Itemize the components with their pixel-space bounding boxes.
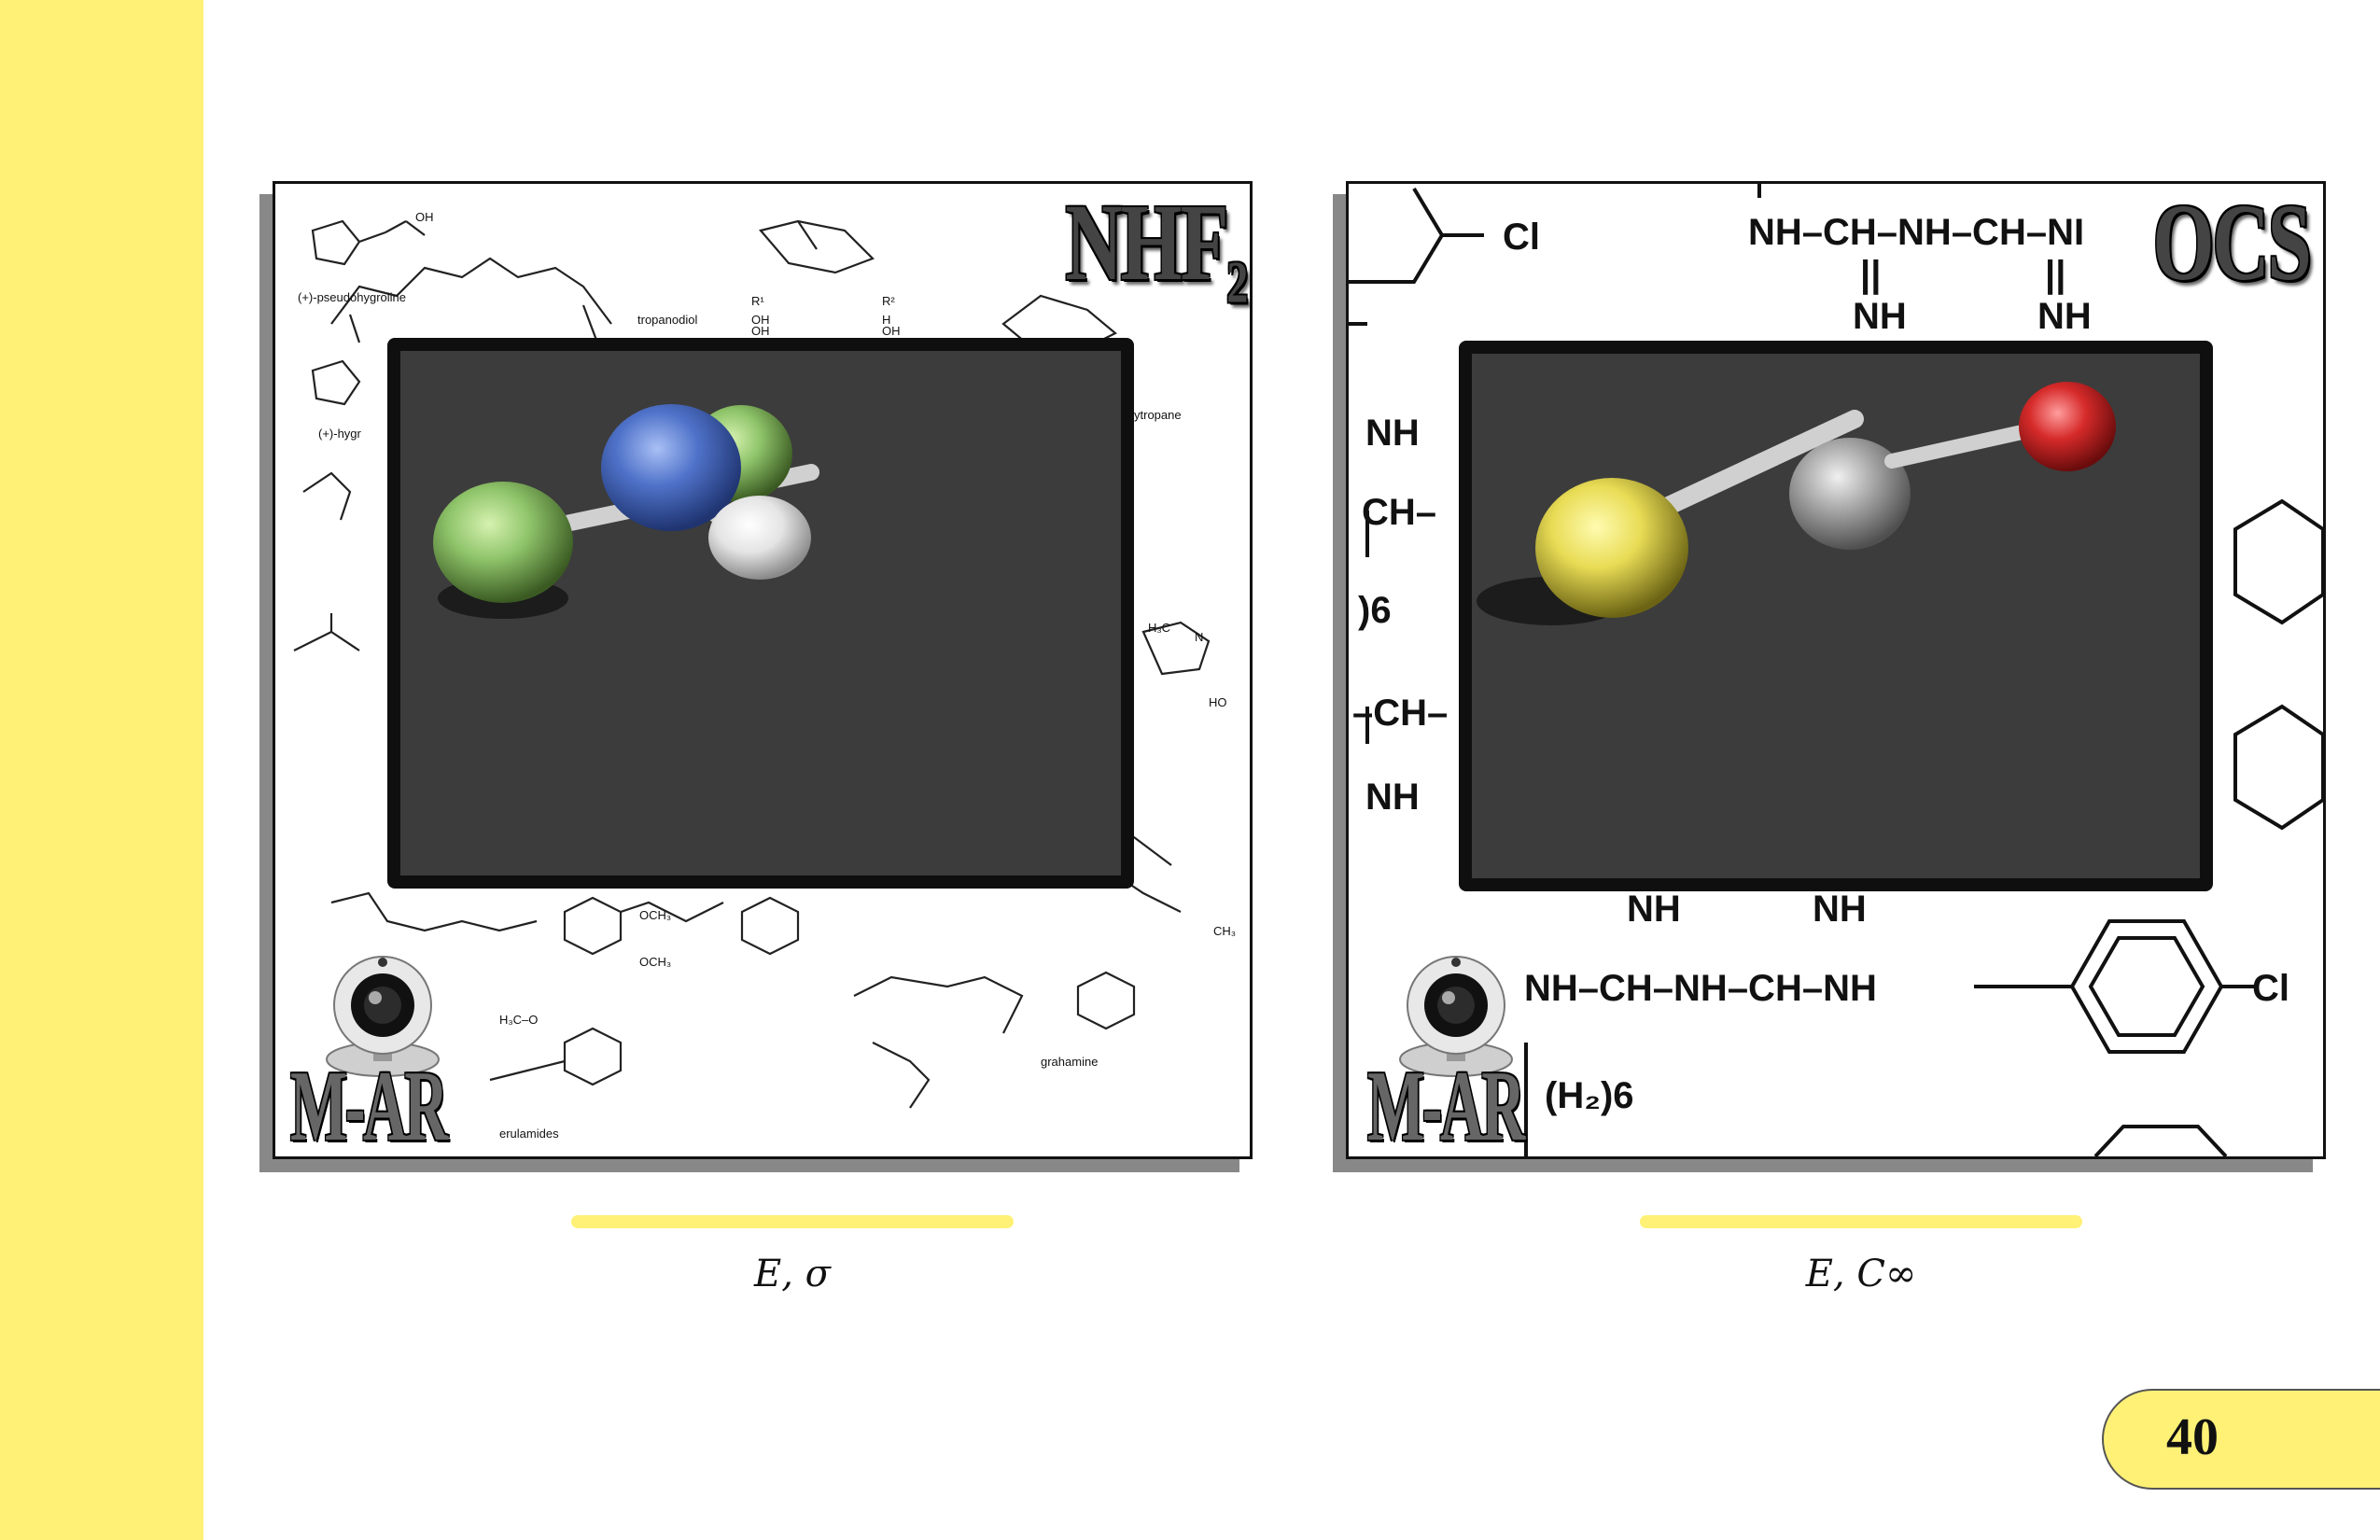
bg-label-9: R¹ (751, 294, 764, 308)
bg-label-11: OH (751, 313, 770, 327)
bg-label-1: tropanodiol (637, 313, 697, 327)
bg-label-16: N (1195, 630, 1203, 644)
bg-label-8: NH (1365, 777, 1420, 818)
caption-divider-left (571, 1215, 1014, 1228)
formula-text: NHF (1065, 181, 1228, 303)
caption-right: E, C∞ (1805, 1253, 1917, 1295)
3d-viewport[interactable] (387, 338, 1134, 889)
bg-label-18: HO (1209, 695, 1227, 709)
bg-label-13: H (882, 313, 890, 327)
bg-label-6: OCH₃ (639, 908, 671, 922)
bg-label-0: Cl (1503, 217, 1540, 258)
atom-sulfur (1535, 478, 1688, 618)
formula-title: NHF2 (1065, 188, 1248, 315)
molecule-card-nhf2: (+)-pseudohygroline tropanodiol (+)-hygr… (273, 181, 1253, 1159)
formula-subscript: 2 (1226, 248, 1248, 315)
bg-label-13: (H₂)6 (1545, 1075, 1634, 1116)
caption-left: E, σ (754, 1253, 831, 1295)
bg-label-9: NH (1627, 889, 1681, 930)
bg-label-4: NH (1365, 413, 1420, 454)
bg-label-17: CH₃ (1213, 924, 1236, 938)
page-number-badge: 40 (2102, 1389, 2380, 1490)
webcam-icon (1391, 949, 1521, 1085)
bg-label-5: erulamides (499, 1127, 559, 1141)
bg-label-12: OH (751, 324, 770, 338)
m-ar-logo: M-AR (290, 1051, 448, 1159)
page-number: 40 (2166, 1408, 2219, 1466)
bg-label-6: )6 (1358, 590, 1392, 631)
m-ar-logo: M-AR (1367, 1051, 1525, 1159)
molecule-render-nhf2 (433, 404, 819, 619)
bg-label-10: R² (882, 294, 895, 308)
atom-oxygen (2019, 382, 2116, 471)
bg-label-4: grahamine (1041, 1055, 1098, 1069)
bg-label-7: –CH– (1352, 693, 1448, 734)
bg-label-15: || (2045, 254, 2065, 295)
bg-label-5: CH– (1362, 492, 1436, 533)
bg-label-8: OH (415, 210, 434, 224)
bg-label-1: NH–CH–NH–CH–NI (1748, 212, 2084, 253)
bg-label-14: || (1860, 254, 1881, 295)
3d-viewport[interactable] (1459, 341, 2213, 891)
bg-label-3: NH (2037, 296, 2092, 337)
bg-label-3: ytropane (1134, 408, 1182, 422)
bg-label-10: NH (1813, 889, 1867, 930)
formula-title: OCS (2152, 181, 2312, 303)
molecule-render-ocs (1477, 382, 2116, 625)
bg-label-2: NH (1853, 296, 1907, 337)
bg-label-19: H₃C–O (499, 1013, 538, 1027)
webcam-icon (317, 949, 448, 1085)
bg-label-12: Cl (2252, 968, 2289, 1009)
caption-divider-right (1640, 1215, 2082, 1228)
bg-label-0: (+)-pseudohygroline (298, 290, 406, 304)
bg-label-14: OH (882, 324, 901, 338)
bg-label-2: (+)-hygr (318, 427, 362, 441)
atom-carbon (1789, 438, 1911, 550)
chemical-structures-background: Cl NH–CH–NH–CH–NI NH NH NH CH– )6 –CH– N… (1349, 184, 2323, 1156)
atom-nitrogen (601, 404, 741, 531)
bg-label-7: OCH₃ (639, 955, 671, 969)
atom-hydrogen (708, 496, 811, 580)
bg-label-15: H₃C (1148, 621, 1170, 635)
yellow-sidebar (0, 0, 203, 1540)
molecule-card-ocs: Cl NH–CH–NH–CH–NI NH NH NH CH– )6 –CH– N… (1346, 181, 2326, 1159)
bg-label-11: NH–CH–NH–CH–NH (1524, 968, 1877, 1009)
atom-fluorine-front (433, 482, 573, 603)
